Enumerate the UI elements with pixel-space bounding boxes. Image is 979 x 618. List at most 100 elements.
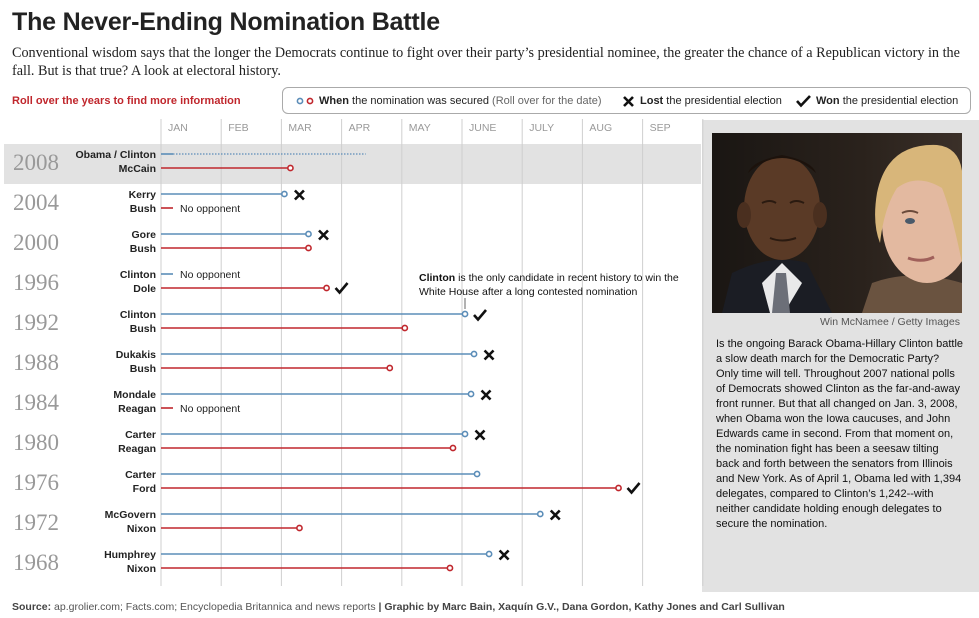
dem-secured-marker (485, 550, 493, 558)
won-check-icon (796, 95, 811, 108)
month-label: SEP (650, 122, 671, 134)
page-title: The Never-Ending Nomination Battle (12, 8, 440, 36)
lost-x-icon (483, 349, 495, 361)
month-label: JAN (168, 122, 188, 134)
rep-candidate-name: Dole (133, 283, 156, 295)
lost-x-icon (293, 189, 305, 201)
dem-candidate-name: Mondale (113, 389, 156, 401)
dem-candidate-name: Obama / Clinton (75, 149, 156, 161)
year-label: 2004 (13, 190, 60, 215)
year-label: 1996 (13, 270, 59, 295)
source-label: Source: (12, 601, 52, 613)
legend-won: Won the presidential election (816, 95, 958, 107)
dem-secured-marker (305, 230, 312, 238)
month-label: JULY (529, 122, 554, 134)
rep-candidate-name: McCain (119, 163, 156, 175)
rep-candidate-name: Bush (130, 203, 156, 215)
dem-secured-marker (281, 190, 288, 198)
no-opponent-label: No opponent (180, 203, 240, 215)
rep-candidate-name: Nixon (127, 523, 156, 535)
year-label: 1992 (13, 310, 59, 335)
year-label: 2008 (13, 150, 59, 175)
annotation-bold: Clinton (419, 272, 456, 284)
lost-x-icon (623, 96, 634, 107)
dem-secured-marker (470, 350, 478, 358)
rep-secured-marker (449, 444, 457, 452)
year-label: 1980 (13, 430, 59, 455)
lost-x-icon (498, 549, 510, 561)
rep-candidate-name: Reagan (118, 403, 156, 415)
month-label: JUNE (469, 122, 496, 134)
rep-secured-marker (305, 244, 312, 252)
lost-x-icon (549, 509, 561, 521)
photo-credit: Win McNamee / Getty Images (819, 316, 960, 328)
graphic-credits: | Graphic by Marc Bain, Xaquín G.V., Dan… (378, 601, 785, 613)
legend-secured-text: the nomination was secured (352, 95, 489, 107)
month-label: MAY (409, 122, 431, 134)
legend-won-text: the presidential election (842, 95, 959, 107)
secured-marker-icon (296, 97, 314, 105)
dem-secured-marker (473, 470, 481, 478)
dem-candidate-name: Clinton (120, 269, 156, 281)
rep-candidate-name: Reagan (118, 443, 156, 455)
rep-secured-marker (386, 364, 394, 372)
year-label: 1984 (13, 390, 60, 415)
source-text: ap.grolier.com; Facts.com; Encyclopedia … (54, 601, 376, 613)
year-label: 1972 (13, 510, 59, 535)
rep-secured-marker (287, 164, 294, 172)
rep-secured-marker (615, 484, 622, 492)
dem-secured-marker (536, 510, 544, 518)
won-check-icon (334, 282, 349, 295)
month-label: FEB (228, 122, 248, 134)
lost-x-icon (474, 429, 486, 441)
dem-secured-marker (461, 310, 469, 318)
month-label: APR (349, 122, 371, 134)
dem-candidate-name: Humphrey (104, 549, 156, 561)
rep-candidate-name: Bush (130, 243, 156, 255)
no-opponent-label: No opponent (180, 403, 240, 415)
dem-candidate-name: Carter (125, 429, 156, 441)
legend-secured-bold: When (319, 95, 349, 107)
dem-candidate-name: Dukakis (116, 349, 156, 361)
legend-lost-bold: Lost (640, 95, 664, 107)
lost-x-icon (480, 389, 492, 401)
dem-candidate-name: Carter (125, 469, 156, 481)
legend-won-bold: Won (816, 95, 840, 107)
won-check-icon (473, 309, 488, 322)
rep-secured-marker (446, 564, 454, 572)
year-label: 1968 (13, 550, 59, 575)
dem-candidate-name: McGovern (105, 509, 156, 521)
legend-lost: Lost the presidential election (640, 95, 782, 107)
rep-candidate-name: Nixon (127, 563, 156, 575)
month-label: AUG (589, 122, 612, 134)
legend-secured-hint: (Roll over for the date) (492, 95, 602, 107)
page-subtitle: Conventional wisdom says that the longer… (12, 45, 960, 79)
legend-lost-text: the presidential election (666, 95, 782, 107)
dem-candidate-name: Gore (131, 229, 156, 241)
dem-candidate-name: Clinton (120, 309, 156, 321)
legend-secured: When the nomination was secured (Roll ov… (319, 95, 601, 107)
rep-candidate-name: Bush (130, 323, 156, 335)
annotation-text: is the only candidate in recent history … (419, 272, 679, 298)
rollover-hint: Roll over the years to find more informa… (12, 95, 241, 107)
dem-secured-marker (461, 430, 469, 438)
clinton-annotation: Clinton is the only candidate in recent … (419, 271, 689, 299)
rep-candidate-name: Ford (133, 483, 156, 495)
year-label: 1976 (13, 470, 59, 495)
obama-clinton-photo (712, 133, 962, 313)
sidebar-text: Is the ongoing Barack Obama-Hillary Clin… (716, 338, 964, 530)
legend: When the nomination was secured (Roll ov… (282, 87, 971, 114)
highlight-band-2008 (4, 144, 701, 184)
rep-candidate-name: Bush (130, 363, 156, 375)
dem-secured-marker (467, 390, 475, 398)
rep-secured-marker (401, 324, 409, 332)
source-footer: Source: ap.grolier.com; Facts.com; Encyc… (12, 601, 785, 613)
dem-candidate-name: Kerry (129, 189, 157, 201)
year-label: 2000 (13, 230, 59, 255)
year-label: 1988 (13, 350, 59, 375)
lost-x-icon (318, 229, 329, 241)
won-check-icon (626, 482, 641, 495)
rep-secured-marker (323, 284, 330, 292)
no-opponent-label: No opponent (180, 269, 240, 281)
month-label: MAR (288, 122, 312, 134)
